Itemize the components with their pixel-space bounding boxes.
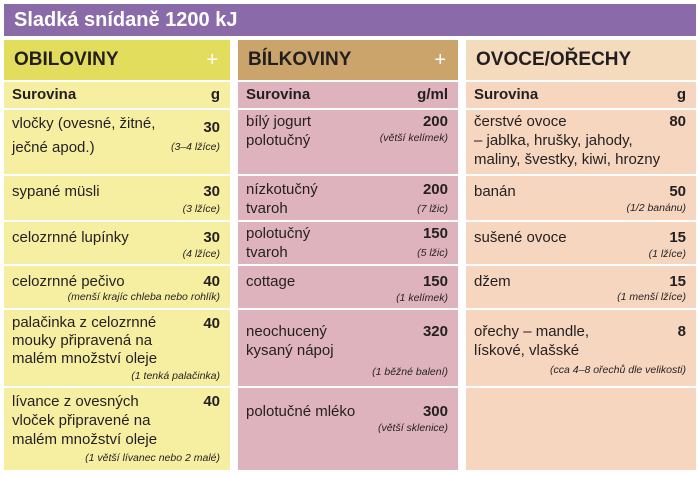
column-header: BÍLKOVINY + (238, 40, 458, 80)
ingredient-name: palačinka z celozrnné mouky připravená n… (12, 314, 158, 367)
ingredient-name: celozrnné lupínky (12, 229, 129, 246)
ingredient-note: (1 tenká palačinka) (131, 370, 220, 382)
plus-icon: + (206, 49, 218, 71)
ingredient-amount: 8 (677, 323, 686, 340)
unit-label: g/ml (417, 86, 448, 103)
ingredient-amount: 150 (422, 225, 448, 242)
ingredient-name: celozrnné pečivo (12, 273, 125, 290)
table-row: palačinka z celozrnné mouky připravená n… (4, 310, 230, 386)
table-row-empty (466, 388, 696, 470)
unit-label: g (210, 86, 220, 103)
ingredient-name: čerstvé ovoce – jablka, hrušky, jahody, … (474, 113, 661, 168)
ingredient-label: Surovina (12, 86, 77, 103)
ingredient-amount: 300 (422, 403, 448, 420)
table-row: cottage 150 (1 kelímek) (238, 266, 458, 308)
ingredient-name: neochucený kysaný nápoj (246, 323, 334, 359)
column-grains: OBILOVINY + Surovina g vločky (ovesné, ž… (4, 40, 230, 470)
ingredient-note: (1 lžíce) (648, 248, 686, 260)
ingredient-note: (1 kelímek) (396, 292, 448, 304)
ingredient-note: (3 lžíce) (182, 203, 220, 215)
table-row: nízkotučný tvaroh 200 (7 lžic) (238, 176, 458, 220)
column-header-label: BÍLKOVINY (248, 49, 352, 70)
ingredient-name: sušené ovoce (474, 229, 567, 246)
column-subheader: Surovina g/ml (238, 82, 458, 108)
ingredient-name: džem (474, 273, 511, 290)
ingredient-name: ořechy – mandle, lískové, vlašské (474, 323, 590, 359)
ingredient-note: (1 běžné balení) (372, 366, 448, 378)
column-header: OBILOVINY + (4, 40, 230, 80)
ingredient-name: nízkotučný tvaroh (246, 181, 318, 217)
table-row: džem 15 (1 menší lžíce) (466, 266, 696, 308)
ingredient-note: (1/2 banánu) (626, 202, 686, 214)
ingredient-note: (menší krajíc chleba nebo rohlík) (67, 291, 220, 303)
ingredient-amount: 30 (203, 119, 220, 136)
column-subheader: Surovina g (466, 82, 696, 108)
ingredient-amount: 150 (422, 273, 448, 290)
ingredient-note: (cca 4–8 ořechů dle velikosti) (550, 364, 686, 376)
ingredient-note: (3–4 lžíce) (170, 141, 220, 153)
ingredient-name: bílý jogurt polotučný (246, 113, 312, 149)
ingredient-amount: 200 (422, 181, 448, 198)
unit-label: g (676, 86, 686, 103)
ingredient-name: banán (474, 183, 516, 200)
ingredient-amount: 200 (422, 113, 448, 130)
column-fruit-nuts: OVOCE/OŘECHY Surovina g čerstvé ovoce – … (466, 40, 696, 470)
table-row: neochucený kysaný nápoj 320 (1 běžné bal… (238, 310, 458, 386)
ingredient-amount: 320 (422, 323, 448, 340)
ingredient-amount: 50 (669, 183, 686, 200)
ingredient-amount: 40 (203, 315, 220, 332)
table-row: ořechy – mandle, lískové, vlašské 8 (cca… (466, 310, 696, 386)
ingredient-amount: 15 (669, 273, 686, 290)
table-row: celozrnné lupínky 30 (4 lžíce) (4, 222, 230, 264)
ingredient-name: cottage (246, 273, 296, 290)
table-row: sušené ovoce 15 (1 lžíce) (466, 222, 696, 264)
ingredient-name: polotučné mléko (246, 403, 356, 420)
column-proteins: BÍLKOVINY + Surovina g/ml bílý jogurt po… (238, 40, 458, 470)
table-row: polotučné mléko 300 (větší sklenice) (238, 388, 458, 470)
page-title: Sladká snídaně 1200 kJ (4, 4, 696, 36)
ingredient-amount: 80 (669, 113, 686, 130)
column-header-label: OBILOVINY (14, 49, 119, 70)
table-row: vločky (ovesné, žitné, ječné apod.) 30 (… (4, 110, 230, 174)
column-header-label: OVOCE/OŘECHY (476, 49, 632, 70)
table-row: čerstvé ovoce – jablka, hrušky, jahody, … (466, 110, 696, 174)
ingredient-label: Surovina (474, 86, 539, 103)
table-row: banán 50 (1/2 banánu) (466, 176, 696, 220)
ingredient-note: (větší sklenice) (377, 422, 448, 434)
ingredient-amount: 40 (203, 393, 220, 410)
ingredient-label: Surovina (246, 86, 311, 103)
column-header: OVOCE/OŘECHY (466, 40, 696, 80)
table-row: lívance z ovesných vloček připravené na … (4, 388, 230, 470)
ingredient-name: vločky (ovesné, žitné, ječné apod.) (12, 115, 156, 156)
ingredient-note: (1 menší lžíce) (617, 291, 686, 303)
ingredient-note: (1 větší lívanec nebo 2 malé) (85, 452, 220, 464)
table-row: polotučný tvaroh 150 (5 lžic) (238, 222, 458, 264)
table-row: bílý jogurt polotučný 200 (větší kelímek… (238, 110, 458, 174)
ingredient-name: lívance z ovesných vloček připravené na … (12, 393, 158, 448)
ingredient-name: sypané müsli (12, 183, 100, 200)
ingredient-amount: 30 (203, 183, 220, 200)
ingredient-note: (větší kelímek) (379, 132, 448, 144)
ingredient-amount: 15 (669, 229, 686, 246)
ingredient-note: (7 lžic) (417, 203, 448, 215)
ingredient-amount: 40 (203, 273, 220, 290)
ingredient-note: (5 lžic) (417, 247, 448, 259)
plus-icon: + (434, 49, 446, 71)
ingredient-note: (4 lžíce) (182, 248, 220, 260)
ingredient-name: polotučný tvaroh (246, 225, 311, 261)
table-row: sypané müsli 30 (3 lžíce) (4, 176, 230, 220)
column-subheader: Surovina g (4, 82, 230, 108)
ingredient-amount: 30 (203, 229, 220, 246)
table-row: celozrnné pečivo 40 (menší krajíc chleba… (4, 266, 230, 308)
